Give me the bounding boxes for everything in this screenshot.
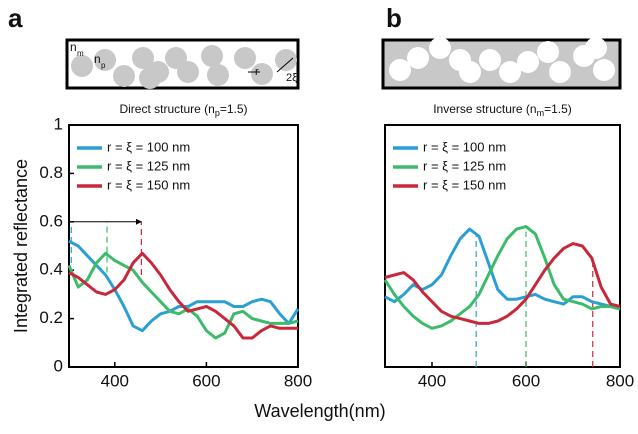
legend-label: r = ξ = 100 nm (107, 139, 190, 154)
diameter-line (276, 57, 294, 73)
x-axis-label: Wavelength(nm) (254, 401, 385, 421)
y-tick-label: 0 (54, 356, 63, 375)
data-line (384, 227, 621, 311)
legend-label: r = ξ = 150 nm (423, 177, 506, 192)
y-tick-label: 0.2 (39, 308, 63, 327)
particle (479, 49, 501, 71)
y-tick-label: 1 (54, 114, 63, 133)
y-tick-label: 0.4 (39, 260, 63, 279)
particle (251, 63, 273, 85)
legend-label: r = ξ = 100 nm (423, 139, 506, 154)
title-part: =1.5) (220, 102, 248, 116)
chart-title: Direct structure (np=1.5) (119, 102, 247, 118)
x-tick-label: 400 (101, 371, 129, 390)
panel-label: b (386, 3, 402, 33)
title-part: =1.5) (544, 102, 572, 116)
particle (585, 37, 607, 59)
chart-title: Inverse structure (nm=1.5) (433, 102, 572, 118)
schematic-label: r (255, 66, 259, 78)
data-line (384, 242, 621, 325)
title-part: p (215, 108, 220, 118)
particle (207, 64, 229, 86)
schematic-label: n (94, 52, 101, 66)
legend-label: r = ξ = 150 nm (107, 177, 190, 192)
y-tick-label: 0.8 (39, 163, 63, 182)
particle (113, 65, 135, 87)
x-tick-label: 800 (606, 371, 634, 390)
title-part: m (537, 108, 545, 118)
particle (132, 47, 154, 69)
particle (234, 47, 256, 69)
title-part: Inverse structure (n (433, 102, 536, 116)
particle (389, 59, 411, 81)
particle (275, 49, 297, 71)
particle (459, 61, 481, 83)
particle (177, 61, 199, 83)
x-tick-label: 600 (512, 371, 540, 390)
particle (537, 41, 559, 63)
particle (94, 49, 116, 71)
particle (407, 47, 429, 69)
legend-label: r = ξ = 125 nm (423, 158, 506, 173)
panel-label: a (8, 3, 23, 33)
schematic-label: m (77, 49, 84, 58)
particle (139, 67, 161, 89)
title-part: Direct structure (n (119, 102, 214, 116)
particle (517, 51, 539, 73)
data-line (68, 251, 298, 340)
schematic-label: p (101, 61, 106, 70)
y-axis-label: Integrated reflectance (11, 159, 31, 333)
y-tick-label: 0.6 (39, 211, 63, 230)
particle (71, 55, 93, 77)
particle (593, 59, 615, 81)
particle (201, 45, 223, 67)
x-tick-label: 400 (418, 371, 446, 390)
schematic-label: 2ξ (286, 72, 297, 84)
particle (499, 61, 521, 83)
plot-frame (68, 124, 299, 368)
data-line (67, 251, 299, 340)
data-line (383, 225, 621, 330)
schematic-label: n (70, 40, 77, 54)
x-tick-label: 600 (192, 371, 220, 390)
plot-frame (384, 124, 621, 368)
legend-label: r = ξ = 125 nm (107, 158, 190, 173)
particle (429, 37, 451, 59)
x-tick-label: 800 (284, 371, 312, 390)
particle (549, 61, 571, 83)
